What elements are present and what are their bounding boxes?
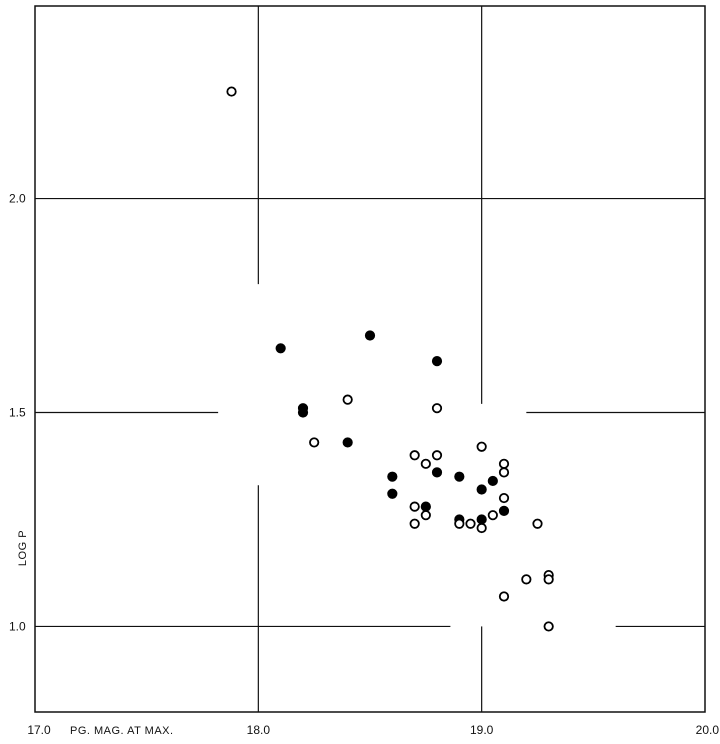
open-point (433, 404, 441, 412)
open-point (500, 468, 508, 476)
open-point (433, 451, 441, 459)
x-tick-label: 18.0 (247, 723, 271, 737)
filled-point (488, 476, 497, 485)
open-point (422, 460, 430, 468)
filled-point (343, 438, 352, 447)
y-tick-label: 1.5 (9, 405, 26, 419)
open-point (422, 511, 430, 519)
open-point (533, 520, 541, 528)
filled-point (276, 344, 285, 353)
open-point (410, 451, 418, 459)
y-tick-label: 1.0 (9, 619, 26, 633)
x-tick-label: 17.0 (27, 723, 51, 737)
open-point (310, 438, 318, 446)
y-axis-title: LOG P (17, 530, 29, 566)
filled-point (455, 472, 464, 481)
grid-lines (35, 6, 705, 712)
open-point (477, 524, 485, 532)
open-point (227, 87, 235, 95)
filled-point (388, 472, 397, 481)
y-tick-labels: 1.0 1.5 2.0 (9, 192, 26, 634)
y-tick-label: 2.0 (9, 192, 26, 206)
open-point (544, 622, 552, 630)
open-point (522, 575, 530, 583)
open-point (500, 592, 508, 600)
open-point (500, 460, 508, 468)
filled-point (477, 515, 486, 524)
open-point (410, 520, 418, 528)
x-tick-label: 19.0 (470, 723, 494, 737)
filled-point (432, 468, 441, 477)
x-tick-label: 20.0 (696, 723, 720, 737)
filled-point (298, 408, 307, 417)
open-point (466, 520, 474, 528)
open-point (477, 443, 485, 451)
open-point (500, 494, 508, 502)
filled-point (421, 502, 430, 511)
open-point (343, 395, 351, 403)
plot-frame (35, 6, 705, 712)
data-points (227, 87, 553, 630)
filled-point (477, 485, 486, 494)
filled-point (388, 489, 397, 498)
filled-point (365, 331, 374, 340)
filled-point (499, 506, 508, 515)
open-point (410, 502, 418, 510)
open-point (544, 575, 552, 583)
x-axis-title: PG. MAG. AT MAX. (70, 725, 174, 737)
open-point (455, 520, 463, 528)
filled-point (432, 357, 441, 366)
open-point (489, 511, 497, 519)
